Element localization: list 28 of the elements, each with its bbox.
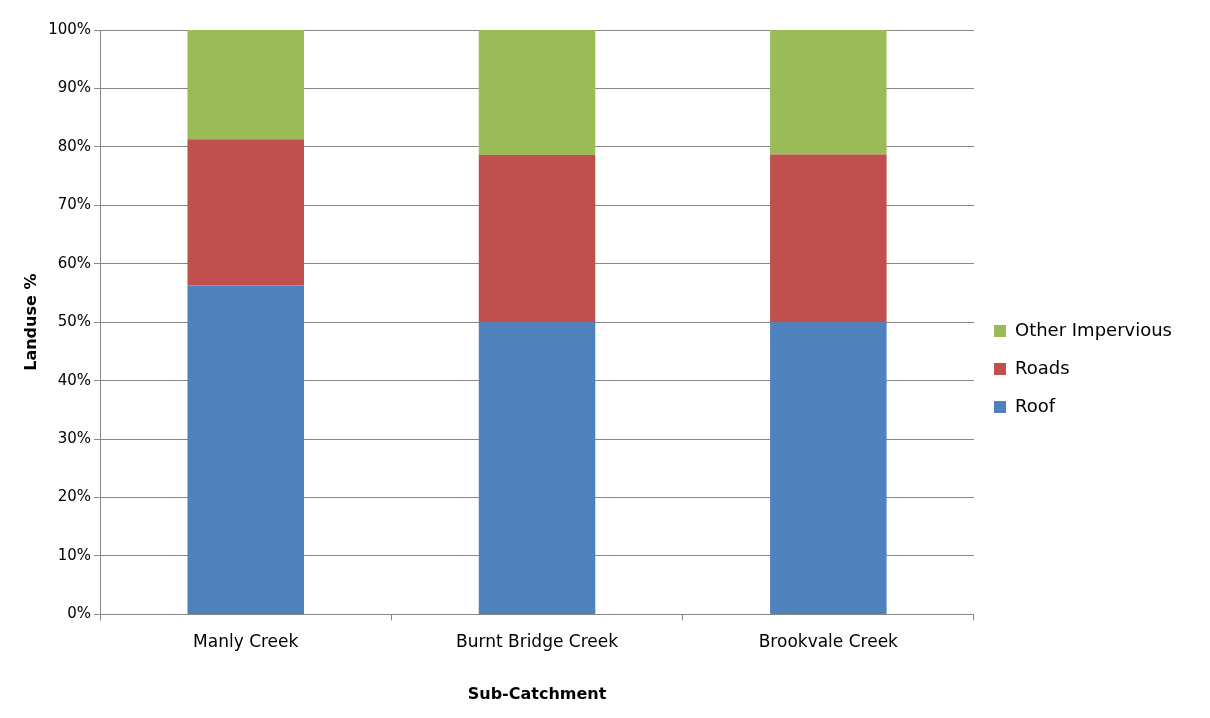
x-tick-label: Brookvale Creek — [758, 631, 899, 652]
y-tick-label: 20% — [57, 487, 92, 506]
y-tick-label: 80% — [57, 136, 92, 155]
y-tick-label: 30% — [57, 428, 92, 447]
bar — [478, 30, 596, 156]
y-tick-label: 0% — [67, 604, 92, 623]
x-tick-label: Burnt Bridge Creek — [456, 631, 619, 652]
bar — [770, 154, 887, 323]
bar — [770, 30, 887, 155]
y-tick-label: 10% — [57, 545, 92, 564]
bar — [478, 322, 596, 614]
bar — [187, 30, 304, 140]
x-axis-title: Sub-Catchment — [467, 683, 607, 703]
legend-label: Roof — [1014, 394, 1056, 416]
legend-label: Other Impervious — [1014, 318, 1173, 340]
bar — [478, 155, 596, 323]
y-tick-label: 70% — [57, 195, 92, 214]
y-tick-label: 40% — [57, 370, 92, 389]
y-tick-label: 60% — [57, 253, 92, 272]
bar — [770, 322, 887, 614]
y-tick-label: 100% — [48, 19, 92, 38]
legend-label: Roads — [1014, 356, 1070, 378]
x-tick-label: Manly Creek — [193, 631, 299, 652]
y-axis-title: Landuse % — [20, 273, 40, 371]
bar — [187, 139, 304, 286]
bar — [187, 285, 304, 614]
y-tick-label: 50% — [57, 312, 92, 331]
y-tick-label: 90% — [57, 78, 92, 97]
